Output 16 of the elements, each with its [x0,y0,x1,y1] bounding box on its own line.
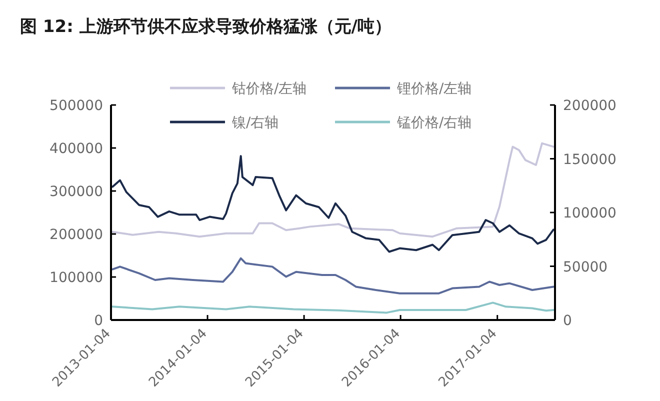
y-tick-label: 100000 [50,270,103,286]
y2-tick-label: 100000 [563,206,616,222]
legend-label: 锂价格/左轴 [396,81,472,97]
y-tick-label: 500000 [50,98,103,114]
legend-label: 钴价格/左轴 [231,81,307,97]
y-tick-label: 0 [94,313,103,329]
y-tick-label: 300000 [50,184,103,200]
legend-label: 锰价格/右轴 [396,115,472,131]
legend-label: 镍/右轴 [231,115,279,131]
y2-tick-label: 0 [563,313,572,329]
y-tick-label: 200000 [50,227,103,243]
y-tick-label: 400000 [50,141,103,157]
y2-tick-label: 200000 [563,98,616,114]
y2-tick-label: 150000 [563,152,616,168]
y2-tick-label: 50000 [563,259,608,276]
chart-title: 图 12: 上游环节供不应求导致价格猛涨（元/吨） [20,17,392,37]
